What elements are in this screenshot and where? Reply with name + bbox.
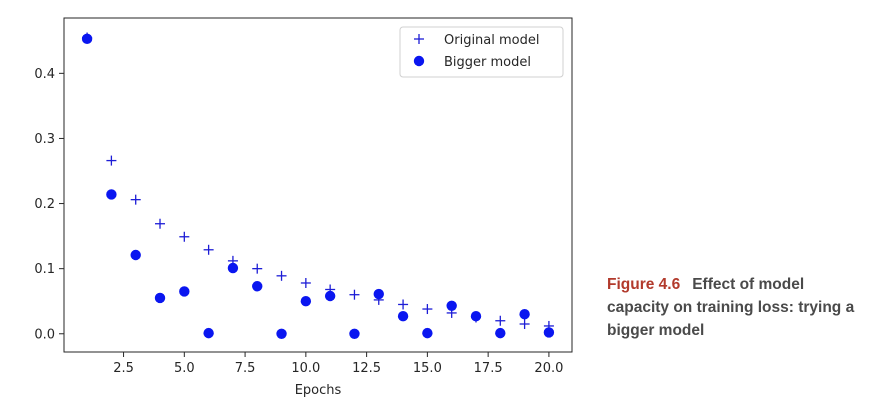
- legend-label-original: Original model: [444, 33, 539, 48]
- bigger-model-point: [252, 281, 263, 292]
- figure-caption: Figure 4.6 Effect of model capacity on tr…: [607, 273, 869, 342]
- figure-caption-text: Effect of model capacity on training los…: [607, 276, 855, 339]
- bigger-model-point: [373, 288, 384, 300]
- x-tick-label: 20.0: [534, 361, 563, 376]
- x-tick-label: 12.5: [352, 361, 381, 376]
- y-tick-label: 0.3: [34, 132, 55, 147]
- bigger-model-point: [179, 286, 190, 297]
- bigger-model-point: [130, 249, 141, 261]
- bigger-model-point: [446, 300, 457, 311]
- bigger-model-point: [397, 310, 409, 322]
- original-model-point: [300, 277, 311, 288]
- original-model-point: [276, 270, 287, 281]
- x-tick-label: 17.5: [474, 361, 503, 376]
- y-axis: 0.0 0.1 0.2 0.3 0.4: [34, 67, 64, 342]
- bigger-model-point: [495, 327, 506, 339]
- bigger-model-point: [106, 189, 117, 200]
- legend-plus-marker: [414, 34, 424, 44]
- bigger-model-point: [203, 327, 214, 339]
- bigger-model-point: [349, 328, 360, 339]
- original-model-point: [106, 155, 117, 166]
- bigger-model-point: [324, 290, 336, 302]
- bigger-model-point: [276, 328, 287, 339]
- y-tick-label: 0.4: [34, 67, 55, 82]
- loss-chart: 2.5 5.0 7.5 10.0 12.5 15.0 17.5 20.0 0.00.10.20…: [34, 17, 573, 398]
- original-model-point: [422, 304, 433, 315]
- bigger-model-point: [227, 262, 239, 274]
- legend: Original model Bigger model: [399, 26, 564, 78]
- y-tick-label: 0.1: [34, 262, 55, 277]
- figure-label: Figure 4.6: [607, 276, 681, 293]
- original-model-point: [349, 289, 360, 300]
- original-model-point: [252, 263, 263, 274]
- legend-label-bigger: Bigger model: [444, 55, 531, 70]
- bigger-model-point: [519, 309, 530, 320]
- original-model-point: [130, 194, 141, 205]
- original-model-point: [495, 315, 506, 326]
- legend-plus-symbol: [414, 34, 424, 44]
- x-axis-label: Epochs: [295, 383, 342, 398]
- x-tick-label: 2.5: [113, 361, 134, 376]
- x-axis: 2.5 5.0 7.5 10.0 12.5 15.0 17.5 20.0: [113, 352, 563, 376]
- series-bigger-model: [81, 33, 555, 339]
- y-tick-label: 0.2: [34, 197, 55, 212]
- original-model-point: [179, 231, 190, 242]
- x-tick-label: 10.0: [291, 361, 320, 376]
- bigger-model-point: [154, 292, 166, 304]
- legend-circle-symbol: [413, 55, 425, 67]
- legend-box: [399, 26, 564, 78]
- bigger-model-point: [300, 296, 312, 307]
- x-tick-label: 7.5: [235, 361, 256, 376]
- bigger-model-point: [422, 327, 433, 339]
- legend-circle-marker: [413, 55, 425, 67]
- x-tick-label: 5.0: [174, 361, 195, 376]
- original-model-point: [203, 244, 214, 255]
- original-model-point: [155, 218, 166, 229]
- x-tick-label: 15.0: [413, 361, 442, 376]
- bigger-model-point: [81, 33, 93, 45]
- original-model-point: [398, 299, 409, 310]
- bigger-model-point: [470, 310, 482, 322]
- y-tick-label: 0.0: [34, 327, 55, 342]
- original-model-point: [519, 319, 530, 330]
- bigger-model-point: [543, 327, 555, 338]
